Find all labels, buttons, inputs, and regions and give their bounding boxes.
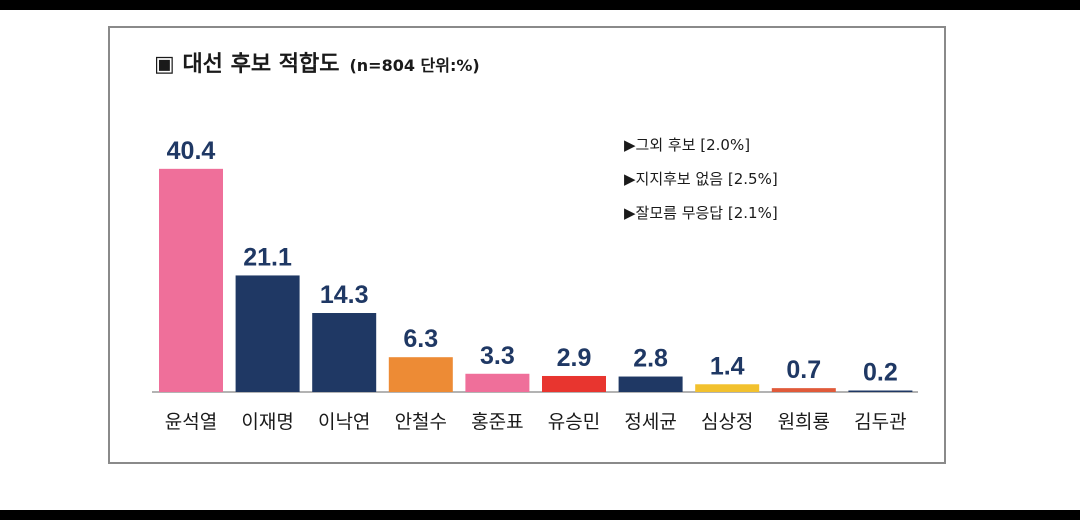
bar-7 xyxy=(618,376,683,392)
category-label-7: 정세균 xyxy=(624,411,676,433)
note-other-candidates: ▶그외 후보 [2.0%] xyxy=(624,136,751,154)
category-label-9: 원희룡 xyxy=(778,411,830,433)
value-label-3: 14.3 xyxy=(320,281,369,309)
chart-subtitle: (n=804 단위:%) xyxy=(349,56,480,75)
category-label-3: 이낙연 xyxy=(318,411,370,433)
category-label-6: 유승민 xyxy=(548,411,600,433)
bar-9 xyxy=(771,388,836,392)
chart-title-text: ▣ 대선 후보 적합도 xyxy=(154,52,340,77)
bar-8 xyxy=(695,384,760,392)
chart-title: ▣ 대선 후보 적합도 (n=804 단위:%) xyxy=(154,46,480,77)
bar-1 xyxy=(159,168,223,392)
category-label-8: 심상정 xyxy=(701,411,753,433)
category-label-1: 윤석열 xyxy=(165,411,217,433)
bar-4 xyxy=(388,357,453,392)
bar-10 xyxy=(848,390,913,392)
value-label-6: 2.9 xyxy=(557,344,592,372)
value-label-8: 1.4 xyxy=(710,352,745,380)
value-label-5: 3.3 xyxy=(480,342,515,370)
value-label-7: 2.8 xyxy=(633,345,668,373)
bar-3 xyxy=(312,313,377,392)
note-no-candidate: ▶지지후보 없음 [2.5%] xyxy=(624,170,778,188)
category-label-5: 홍준표 xyxy=(471,411,523,433)
value-label-2: 21.1 xyxy=(243,243,292,271)
value-label-1: 40.4 xyxy=(167,137,216,165)
bar-2 xyxy=(235,275,300,392)
category-label-4: 안철수 xyxy=(395,411,447,433)
category-label-2: 이재명 xyxy=(241,411,293,433)
value-label-9: 0.7 xyxy=(786,356,821,384)
value-label-4: 6.3 xyxy=(403,325,438,353)
value-label-10: 0.2 xyxy=(863,359,898,387)
bar-6 xyxy=(542,375,606,392)
bar-5 xyxy=(465,373,530,392)
note-dont-know: ▶잘모름 무응답 [2.1%] xyxy=(624,204,778,222)
category-label-10: 김두관 xyxy=(854,411,906,433)
